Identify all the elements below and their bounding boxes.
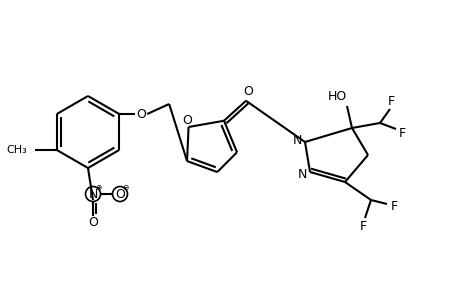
Text: ⊖: ⊖ — [122, 182, 128, 191]
Text: O: O — [136, 107, 146, 121]
Text: F: F — [397, 127, 405, 140]
Text: O: O — [88, 217, 98, 230]
Text: O: O — [182, 113, 192, 127]
Text: F: F — [386, 94, 394, 107]
Text: CH₃: CH₃ — [6, 145, 27, 155]
Text: HO: HO — [327, 89, 346, 103]
Text: F: F — [358, 220, 366, 233]
Text: N: N — [297, 169, 306, 182]
Text: O: O — [115, 188, 125, 200]
Text: O: O — [242, 85, 252, 98]
Text: N: N — [291, 134, 301, 146]
Text: F: F — [390, 200, 397, 212]
Text: N: N — [88, 188, 97, 200]
Text: ⊕: ⊕ — [95, 182, 101, 191]
